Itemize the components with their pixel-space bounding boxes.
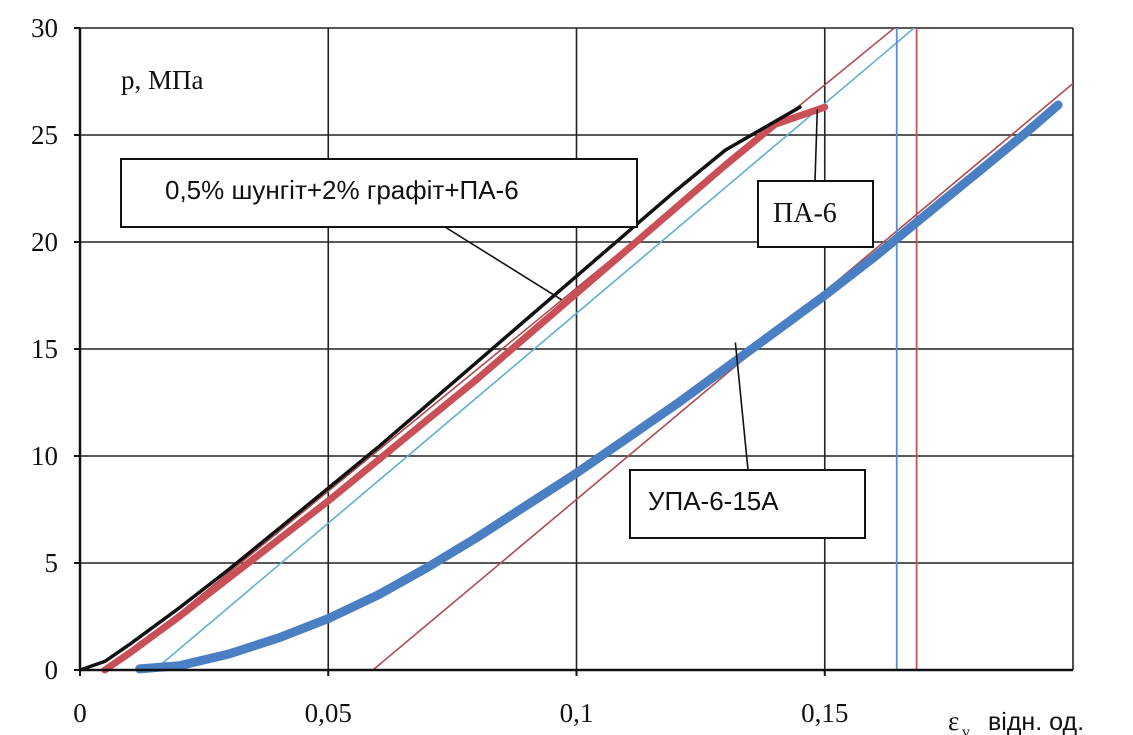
y-tick-label: 10: [31, 441, 58, 471]
leader-line-pa6: [814, 109, 819, 182]
y-axis-label: p, МПа: [121, 65, 204, 95]
callout-box: [629, 469, 866, 539]
leader-line-pa6-shungite: [444, 226, 563, 301]
x-axis-label: ε v, відн. од.: [948, 706, 1084, 735]
series: [78, 100, 1063, 674]
callout-label: ПА-6: [773, 198, 837, 229]
y-tick-label: 20: [31, 227, 58, 257]
callout-upa6: УПА-6-15А: [629, 469, 866, 539]
y-tick-label: 30: [31, 13, 58, 43]
series-line-0: [101, 103, 829, 674]
y-tick-label: 15: [31, 334, 58, 364]
callout-box: [120, 158, 638, 228]
x-axis-symbol: ε: [948, 706, 959, 735]
y-tick-label: 0: [45, 655, 59, 685]
x-tick-label: 0: [73, 698, 87, 728]
leader-lines: [444, 109, 819, 471]
axes: [74, 27, 1073, 676]
callout-label: УПА-6-15А: [648, 486, 779, 516]
x-axis-unit: відн. од.: [988, 708, 1084, 735]
y-tick-label: 25: [31, 120, 58, 150]
x-axis-subscript: v,: [962, 724, 973, 735]
tick-labels: 0 5 10 15 20 25 30 0 0,05 0,1 0,15: [31, 13, 848, 728]
tangent-line: [372, 82, 1073, 670]
x-tick-label: 0,05: [305, 698, 352, 728]
callout-pa6-shungite: 0,5% шунгіт+2% графіт+ПА-6: [120, 158, 638, 228]
tangent-line: [153, 28, 915, 670]
x-tick-label: 0,15: [801, 698, 848, 728]
y-tick-label: 5: [45, 548, 59, 578]
callout-box: [757, 180, 874, 248]
x-tick-label: 0,1: [560, 698, 594, 728]
leader-line-upa6: [734, 342, 749, 471]
callout-pa6: ПА-6: [757, 180, 874, 248]
series-line-2: [135, 100, 1063, 674]
series-line-1: [78, 105, 802, 672]
callout-label: 0,5% шунгіт+2% графіт+ПА-6: [165, 175, 519, 205]
